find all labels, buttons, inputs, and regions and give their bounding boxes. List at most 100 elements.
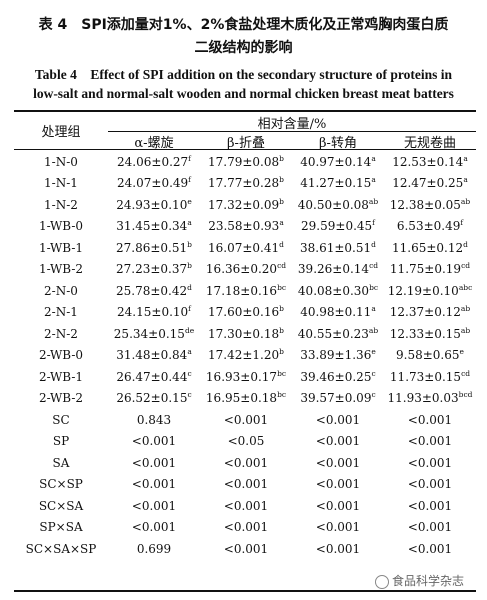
table-cell: 11.65±0.12d: [384, 237, 476, 259]
cell-value: 40.55±0.23: [297, 326, 369, 341]
cell-value: 38.61±0.51: [300, 240, 372, 255]
header-relative-content: 相对含量/%: [257, 117, 327, 132]
significance-letter: e: [187, 196, 192, 206]
significance-letter: f: [188, 304, 191, 314]
table-row: SC×SA×SP 0.699 <0.001 <0.001 <0.001: [14, 538, 476, 560]
table-row: 2-WB-0 31.48±0.84a 17.42±1.20b 33.89±1.36e 9…: [14, 345, 476, 367]
cell-value: <0.001: [131, 434, 177, 449]
significance-letter: bc: [277, 368, 287, 378]
table-cell: 12.47±0.25a: [384, 173, 476, 195]
significance-letter: b: [279, 347, 284, 357]
significance-letter: bcd: [458, 390, 473, 400]
row-group-label: 1-WB-2: [38, 262, 84, 277]
cell-value: <0.001: [407, 520, 453, 535]
table-cell: 40.97±0.14a: [292, 151, 384, 173]
cell-value: <0.05: [227, 434, 265, 449]
table-cell: 25.78±0.42d: [108, 280, 200, 302]
table-cell: 12.33±0.15ab: [384, 323, 476, 345]
row-group-label: 2-WB-2: [38, 391, 84, 406]
significance-letter: f: [188, 175, 191, 185]
table-cell: <0.001: [108, 452, 200, 474]
cell-value: 39.26±0.14: [297, 262, 370, 277]
cell-value: 12.38±0.05: [389, 197, 461, 212]
table-row: 2-N-2 25.34±0.15de 17.30±0.18b 40.55±0.23ab…: [14, 323, 476, 345]
table-cell: 38.61±0.51d: [292, 237, 384, 259]
table-cell: 24.06±0.27f: [108, 151, 200, 173]
table-cell: 40.98±0.11a: [292, 302, 384, 324]
cell-value: <0.001: [223, 541, 269, 556]
table-cell: <0.05: [200, 431, 292, 453]
table-cell: 31.48±0.84a: [108, 345, 200, 367]
significance-letter: abc: [458, 282, 473, 292]
table-row: SC×SA <0.001 <0.001 <0.001 <0.001: [14, 495, 476, 517]
significance-letter: b: [279, 175, 284, 185]
cell-value: 17.77±0.28: [208, 176, 280, 191]
table-cell: <0.001: [108, 431, 200, 453]
cell-value: 16.07±0.41: [208, 240, 280, 255]
table-cell: <0.001: [200, 409, 292, 431]
significance-letter: a: [187, 347, 192, 357]
cell-value: 11.93±0.03: [387, 391, 459, 406]
cell-value: 17.30±0.18: [208, 326, 280, 341]
significance-letter: d: [371, 239, 376, 249]
cell-value: <0.001: [407, 434, 453, 449]
significance-letter: a: [463, 153, 468, 163]
table-cell: 17.77±0.28b: [200, 173, 292, 195]
significance-letter: ab: [460, 304, 471, 314]
significance-letter: c: [187, 368, 192, 378]
cell-value: 23.58±0.93: [208, 219, 280, 234]
table-cell: <0.001: [384, 474, 476, 496]
cell-value: 39.46±0.25: [300, 369, 372, 384]
significance-letter: d: [187, 282, 192, 292]
significance-letter: a: [279, 218, 284, 228]
table-row: 1-WB-1 27.86±0.51b 16.07±0.41d 38.61±0.51d 1…: [14, 237, 476, 259]
significance-letter: cd: [369, 261, 379, 271]
table-row: 2-N-0 25.78±0.42d 17.18±0.16bc 40.08±0.30bc…: [14, 280, 476, 302]
row-group-label: SA: [52, 455, 70, 470]
cell-value: 0.843: [136, 412, 172, 427]
table-cell: <0.001: [200, 452, 292, 474]
header-group: 处理组: [41, 125, 81, 140]
table-row: 1-N-1 24.07±0.49f 17.77±0.28b 41.27±0.15a 12…: [14, 173, 476, 195]
table-cell: 12.53±0.14a: [384, 151, 476, 173]
row-group-label: 1-N-1: [44, 176, 78, 191]
significance-letter: ab: [368, 196, 379, 206]
table-cell: 16.36±0.20cd: [200, 259, 292, 281]
significance-letter: d: [463, 239, 468, 249]
significance-letter: ab: [368, 325, 379, 335]
cell-value: 27.23±0.37: [116, 262, 188, 277]
table-cell: 25.34±0.15de: [108, 323, 200, 345]
table-cell: <0.001: [200, 474, 292, 496]
cell-value: 39.57±0.09: [300, 391, 372, 406]
significance-letter: b: [279, 304, 284, 314]
cell-value: 31.45±0.34: [116, 219, 188, 234]
table-cell: 0.699: [108, 538, 200, 560]
cell-value: 11.75±0.19: [389, 262, 462, 277]
watermark: 食品科学杂志: [371, 571, 467, 590]
table-cell: 17.18±0.16bc: [200, 280, 292, 302]
row-group-label: 1-WB-1: [38, 240, 84, 255]
cell-value: <0.001: [223, 520, 269, 535]
significance-letter: f: [460, 218, 464, 228]
table-title-cn: 表 4 SPI添加量对1%、2%食盐处理木质化及正常鸡胸肉蛋白质: [38, 17, 449, 33]
table-cell: <0.001: [108, 517, 200, 539]
cell-value: 17.79±0.08: [208, 154, 280, 169]
table-bottom-rule: [14, 590, 476, 592]
cell-value: 6.53±0.49: [396, 219, 461, 234]
cell-value: 40.50±0.08: [297, 197, 369, 212]
cell-value: <0.001: [223, 412, 269, 427]
table-cell: 12.37±0.12ab: [384, 302, 476, 324]
cell-value: 16.36±0.20: [205, 262, 278, 277]
header-sub-rule: [108, 131, 476, 132]
cell-value: 12.33±0.15: [389, 326, 461, 341]
cell-value: 40.97±0.14: [300, 154, 372, 169]
cell-value: <0.001: [407, 412, 453, 427]
table-cell: 17.60±0.16b: [200, 302, 292, 324]
cell-value: <0.001: [131, 477, 177, 492]
table-cell: <0.001: [292, 474, 384, 496]
table-cell: 40.08±0.30bc: [292, 280, 384, 302]
row-group-label: SC×SA×SP: [25, 541, 97, 556]
cell-value: <0.001: [131, 520, 177, 535]
cell-value: <0.001: [315, 541, 361, 556]
table-cell: 40.55±0.23ab: [292, 323, 384, 345]
